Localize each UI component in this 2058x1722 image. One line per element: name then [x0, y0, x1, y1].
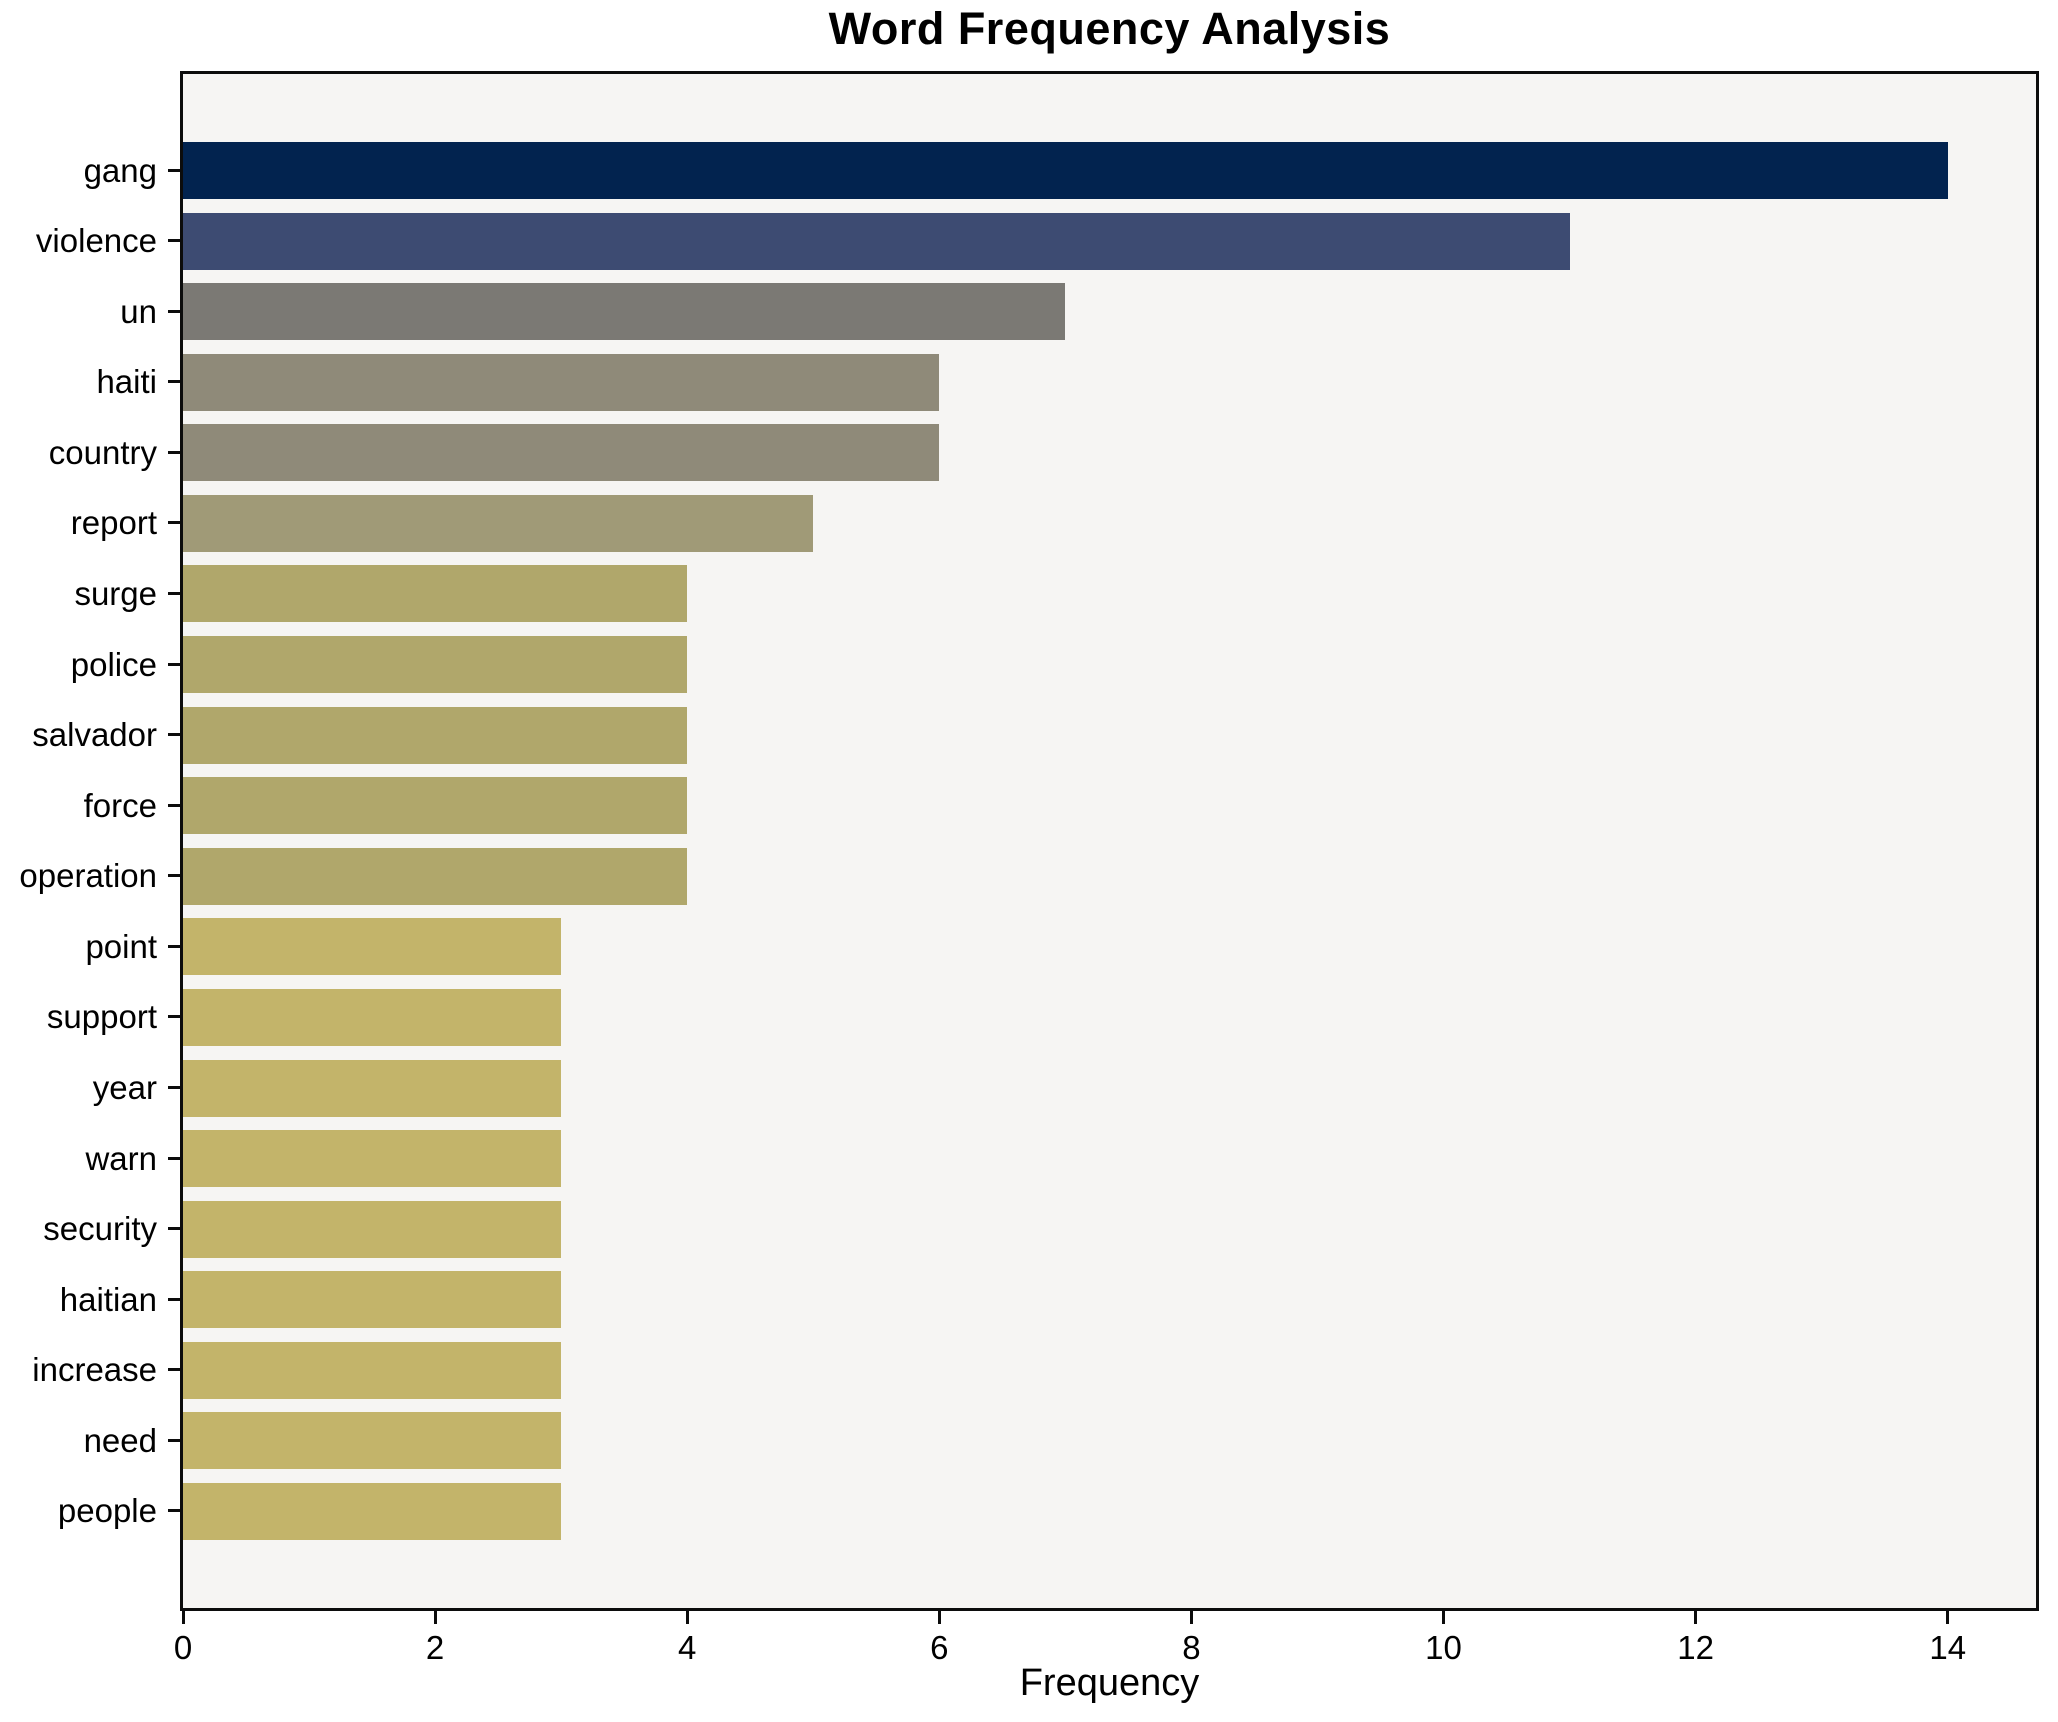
bar — [183, 424, 940, 482]
y-tick-mark — [168, 1438, 180, 1442]
bar — [183, 212, 1570, 270]
y-tick-mark — [168, 450, 180, 454]
y-tick-mark — [168, 380, 180, 384]
bar-row: increase — [32, 1341, 2036, 1399]
y-tick-label: need — [83, 1421, 157, 1459]
x-tick-mark — [181, 1611, 185, 1624]
bar — [183, 142, 1948, 199]
y-tick-mark — [168, 1086, 180, 1090]
chart-title: Word Frequency Analysis — [828, 3, 1391, 54]
bar-row: point — [85, 918, 2036, 976]
bar-row: need — [84, 1412, 2036, 1470]
x-tick-mark — [1442, 1611, 1446, 1624]
y-tick-mark — [168, 309, 180, 313]
bar — [183, 283, 1066, 341]
bar-row: people — [58, 1482, 2036, 1540]
bar-row: country — [49, 424, 2036, 482]
y-tick-label: violence — [35, 222, 157, 260]
bar — [183, 494, 814, 552]
y-tick-label: point — [85, 927, 157, 965]
bar — [183, 1341, 562, 1399]
bar — [183, 636, 688, 694]
bar — [183, 847, 688, 905]
y-tick-mark — [168, 591, 180, 595]
bar-row: year — [93, 1059, 2036, 1117]
bar — [183, 1130, 562, 1188]
y-tick-label: police — [70, 645, 157, 683]
bar-row: security — [43, 1200, 2036, 1258]
y-tick-mark — [168, 1156, 180, 1160]
y-tick-mark — [168, 521, 180, 525]
bar-row: operation — [19, 847, 2036, 905]
y-tick-label: force — [83, 786, 157, 824]
y-tick-label: increase — [32, 1351, 157, 1389]
bar-row: salvador — [32, 706, 2036, 764]
bar-row: police — [71, 636, 2036, 694]
bars-container: gang violence un haiti country report surge pol… — [19, 74, 2036, 1608]
bar-row: haitian — [60, 1271, 2036, 1329]
bar — [183, 988, 562, 1046]
y-tick-mark — [168, 733, 180, 737]
x-tick-mark — [1694, 1611, 1698, 1624]
y-tick-mark — [168, 168, 180, 172]
bar — [183, 1200, 562, 1258]
y-tick-label: haitian — [59, 1280, 157, 1318]
bar — [183, 1271, 562, 1329]
bar — [183, 1059, 562, 1117]
y-tick-label: report — [70, 504, 157, 542]
y-tick-label: un — [120, 292, 157, 330]
bar-row: gang — [84, 142, 2036, 199]
y-tick-label: year — [92, 1069, 157, 1107]
x-axis-label: Frequency — [1019, 1662, 1200, 1704]
y-tick-mark — [168, 239, 180, 243]
y-tick-mark — [168, 662, 180, 666]
bar-row: haiti — [96, 353, 2036, 411]
y-tick-label: security — [43, 1210, 157, 1248]
bar-row: force — [84, 777, 2036, 835]
y-tick-label: haiti — [96, 363, 157, 401]
y-tick-label: operation — [19, 857, 157, 895]
bar-row: support — [47, 988, 2036, 1046]
y-tick-label: people — [57, 1492, 157, 1530]
bar — [183, 918, 562, 976]
y-tick-mark — [168, 944, 180, 948]
y-tick-label: warn — [85, 1139, 157, 1177]
bar-row: report — [71, 494, 2036, 552]
bar — [183, 1412, 562, 1470]
y-tick-label: surge — [74, 574, 157, 612]
y-tick-mark — [168, 803, 180, 807]
x-tick-mark — [433, 1611, 437, 1624]
x-tick-mark — [1946, 1611, 1950, 1624]
x-tick-mark — [685, 1611, 689, 1624]
bar-row: un — [120, 283, 2036, 341]
bar — [183, 1482, 562, 1540]
bar-row: surge — [74, 565, 2036, 623]
bar-row: violence — [36, 212, 2036, 270]
bar-row: warn — [85, 1130, 2036, 1188]
y-tick-mark — [168, 1227, 180, 1231]
x-tick-mark — [937, 1611, 941, 1624]
plot-area: gang violence un haiti country report surge pol… — [19, 71, 2039, 1666]
y-tick-label: salvador — [32, 716, 157, 754]
y-tick-label: country — [48, 433, 157, 471]
bar — [183, 777, 688, 835]
y-tick-mark — [168, 874, 180, 878]
y-tick-mark — [168, 1368, 180, 1372]
y-tick-mark — [168, 1509, 180, 1513]
y-tick-label: gang — [83, 151, 157, 189]
x-tick-mark — [1189, 1611, 1193, 1624]
bar — [183, 353, 940, 411]
bar — [183, 565, 688, 623]
bar — [183, 706, 688, 764]
y-tick-label: support — [46, 998, 157, 1036]
y-tick-mark — [168, 1015, 180, 1019]
y-tick-mark — [168, 1297, 180, 1301]
